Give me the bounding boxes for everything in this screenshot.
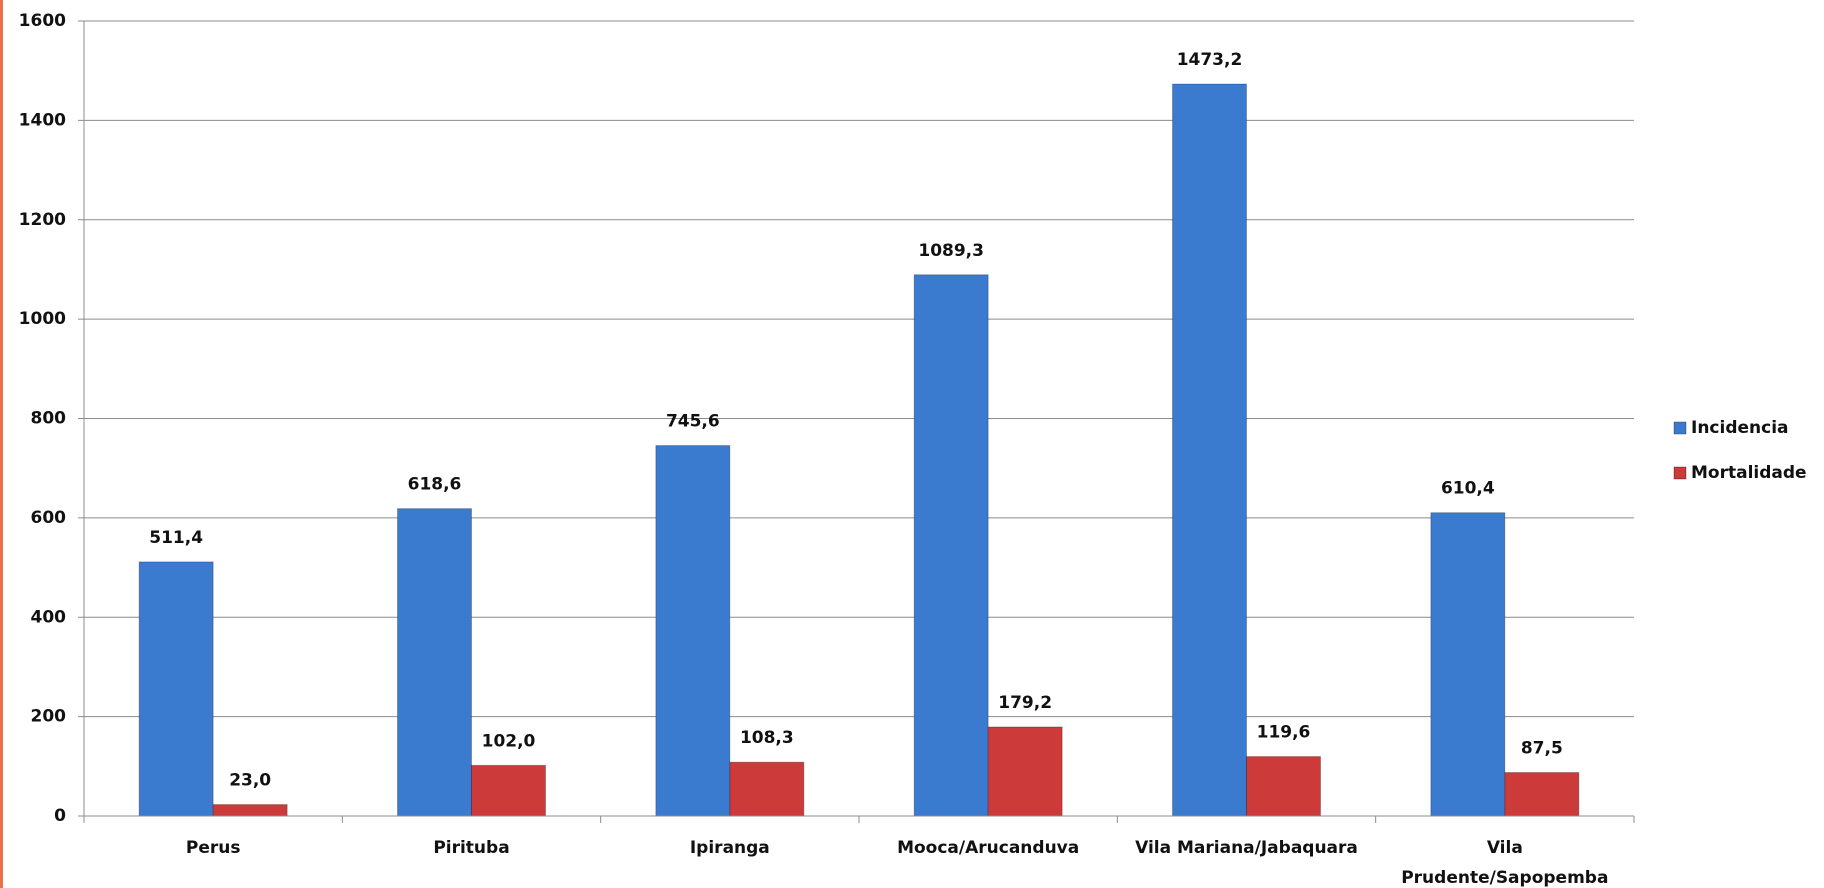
data-label: 102,0 [482,731,536,751]
data-label: 23,0 [229,771,271,791]
data-label: 610,4 [1441,479,1495,499]
bar [138,561,214,817]
y-tick-label: 200 [31,707,67,727]
y-tick-label: 1600 [19,11,66,31]
bar [397,508,472,817]
bar [471,764,546,817]
data-label: 179,2 [998,693,1052,713]
bar [987,726,1063,817]
y-tick-label: 600 [31,508,67,528]
y-tick-label: 400 [31,607,67,627]
legend-label: Incidencia [1691,418,1789,438]
x-tick-label: Pirituba [433,838,509,858]
data-label: 108,3 [740,728,794,748]
legend-label: Mortalidade [1691,463,1807,483]
y-tick-label: 1000 [19,309,66,329]
bar [655,445,731,817]
bar [913,274,989,817]
data-label: 1473,2 [1177,50,1243,70]
y-tick-label: 1200 [19,210,66,230]
x-tick-label: Vila Prudente/Sapopemba [1401,838,1608,888]
bar [1430,512,1506,817]
x-tick-label: Ipiranga [690,838,770,858]
x-tick-label: Perus [186,838,241,858]
bar [212,804,288,817]
data-label: 119,6 [1257,723,1311,743]
y-tick-label: 0 [54,806,66,826]
x-tick-label: Mooca/Arucanduva [897,838,1079,858]
bar [1246,756,1321,817]
bar [1504,772,1580,817]
data-label: 511,4 [149,528,203,548]
bar [729,761,805,817]
legend-swatch [1673,421,1687,435]
y-tick-label: 1400 [19,110,66,130]
data-label: 618,6 [408,475,462,495]
x-tick-label: Vila Mariana/Jabaquara [1135,838,1358,858]
data-label: 1089,3 [918,241,984,261]
legend-swatch [1673,466,1687,480]
bar [1172,83,1247,817]
page-border [0,0,3,888]
y-tick-label: 800 [31,409,67,429]
data-label: 87,5 [1521,739,1563,759]
data-label: 745,6 [666,412,720,432]
